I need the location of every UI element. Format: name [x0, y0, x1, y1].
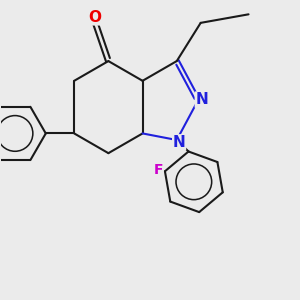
Text: O: O	[88, 10, 101, 25]
Text: F: F	[154, 164, 163, 177]
Text: N: N	[173, 135, 185, 150]
Text: N: N	[195, 92, 208, 107]
